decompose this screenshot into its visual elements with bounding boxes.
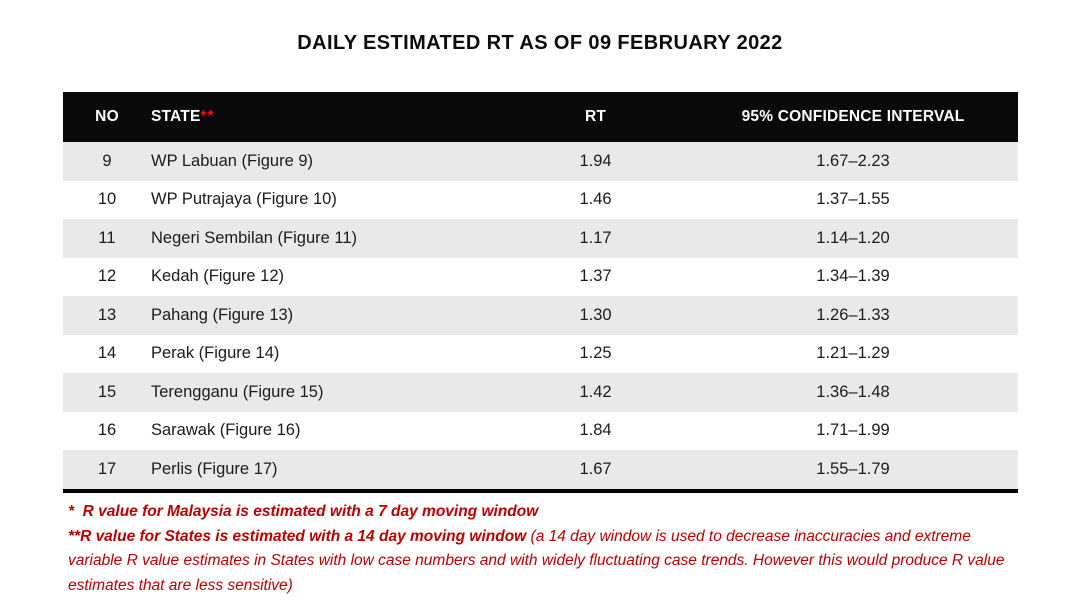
cell-state: WP Labuan (Figure 9)	[151, 151, 314, 170]
header-cell-ci: 95% CONFIDENCE INTERVAL	[741, 108, 965, 125]
cell-ci: 1.34–1.39	[816, 267, 890, 286]
cell-state: Pahang (Figure 13)	[151, 305, 294, 324]
header-cell-no: NO	[95, 108, 119, 125]
cell-no: 11	[98, 228, 116, 247]
cell-ci: 1.14–1.20	[816, 228, 890, 247]
cell-no: 17	[97, 459, 117, 478]
table-bottom-rule	[63, 488, 1018, 493]
cell-state: Perlis (Figure 17)	[151, 459, 278, 478]
header-cell-state: STATE**	[151, 108, 503, 126]
table-row: 10 WP Putrajaya (Figure 10) 1.46 1.37–1.…	[63, 180, 1018, 219]
cell-rt: 1.37	[579, 267, 612, 286]
table-row: 14 Perak (Figure 14) 1.25 1.21–1.29	[63, 334, 1018, 373]
cell-ci: 1.37–1.55	[816, 190, 890, 209]
table-row: 13 Pahang (Figure 13) 1.30 1.26–1.33	[63, 296, 1018, 335]
cell-ci: 1.36–1.48	[816, 382, 890, 401]
cell-rt: 1.46	[579, 190, 612, 209]
header-cell-rt: RT	[584, 108, 607, 125]
cell-no: 15	[97, 382, 117, 401]
table-row: 17 Perlis (Figure 17) 1.67 1.55–1.79	[63, 450, 1018, 489]
cell-no: 10	[97, 190, 117, 209]
cell-state: Sarawak (Figure 16)	[151, 421, 301, 440]
cell-state: Terengganu (Figure 15)	[151, 382, 324, 401]
cell-rt: 1.25	[579, 344, 612, 363]
cell-ci: 1.55–1.79	[816, 459, 890, 478]
table-row: 12 Kedah (Figure 12) 1.37 1.34–1.39	[63, 257, 1018, 296]
cell-state: Negeri Sembilan (Figure 11)	[151, 228, 358, 247]
table-body: 9 WP Labuan (Figure 9) 1.94 1.67–2.23 10…	[63, 142, 1018, 489]
table-row: 11 Negeri Sembilan (Figure 11) 1.17 1.14…	[63, 219, 1018, 258]
cell-no: 12	[97, 267, 117, 286]
cell-ci: 1.71–1.99	[816, 421, 890, 440]
cell-rt: 1.94	[579, 151, 612, 170]
cell-ci: 1.21–1.29	[816, 344, 890, 363]
cell-rt: 1.42	[579, 382, 612, 401]
footnote-malaysia: * R value for Malaysia is estimated with…	[68, 503, 539, 520]
table-row: 16 Sarawak (Figure 16) 1.84 1.71–1.99	[63, 411, 1018, 450]
cell-rt: 1.30	[579, 305, 612, 324]
rt-table: NO STATE** RT 95% CONFIDENCE INTERVAL 9 …	[63, 92, 1018, 493]
table-header-row: NO STATE** RT 95% CONFIDENCE INTERVAL	[63, 92, 1018, 142]
table-row: 15 Terengganu (Figure 15) 1.42 1.36–1.48	[63, 373, 1018, 412]
cell-no: 16	[97, 421, 117, 440]
cell-rt: 1.17	[579, 228, 612, 247]
footnotes: * R value for Malaysia is estimated with…	[68, 500, 1014, 598]
cell-state: WP Putrajaya (Figure 10)	[151, 190, 337, 209]
cell-ci: 1.26–1.33	[816, 305, 890, 324]
cell-rt: 1.67	[579, 459, 612, 478]
cell-no: 14	[97, 344, 117, 363]
cell-rt: 1.84	[579, 421, 612, 440]
state-asterisks: **	[200, 108, 215, 125]
cell-no: 13	[97, 305, 117, 324]
footnote-states: **R value for States is estimated with a…	[68, 525, 1014, 599]
footnote-states-bold: **R value for States is estimated with a…	[68, 527, 531, 545]
cell-no: 9	[102, 151, 112, 170]
footnote-states-regular: (a 14 day window is used to decrease ina…	[68, 527, 1005, 594]
page-title: DAILY ESTIMATED RT AS OF 09 FEBRUARY 202…	[297, 32, 783, 54]
table-row: 9 WP Labuan (Figure 9) 1.94 1.67–2.23	[63, 142, 1018, 181]
cell-ci: 1.67–2.23	[816, 151, 890, 170]
cell-state: Kedah (Figure 12)	[151, 267, 284, 286]
cell-state: Perak (Figure 14)	[151, 344, 280, 363]
header-state-label: STATE	[151, 108, 201, 125]
